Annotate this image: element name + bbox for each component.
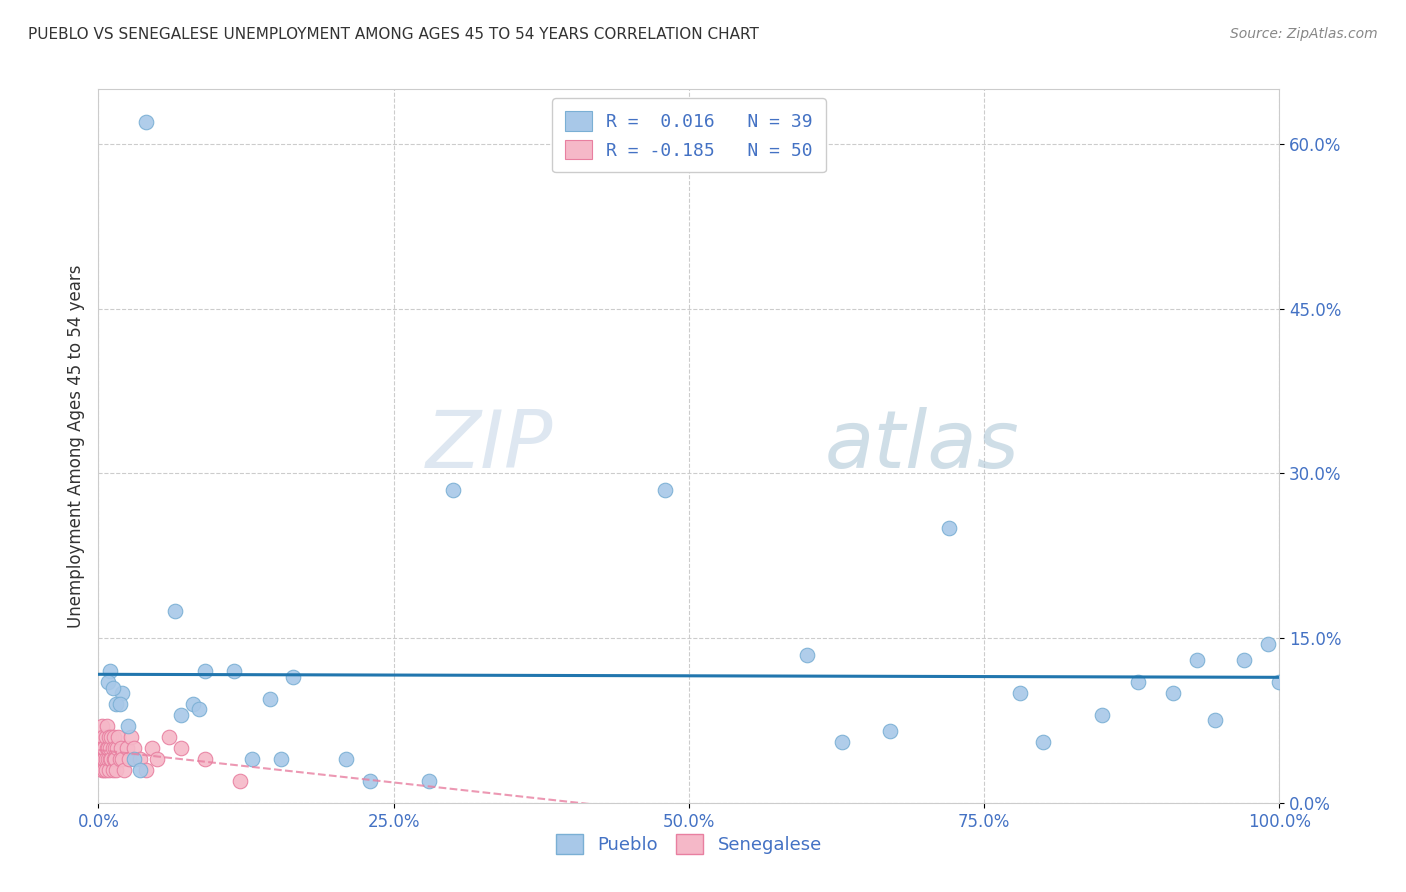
Point bbox=[108, 697, 131, 711]
Point bbox=[283, 669, 305, 683]
Point bbox=[105, 763, 128, 777]
Point bbox=[1032, 735, 1054, 749]
Point bbox=[91, 740, 114, 755]
Point bbox=[93, 763, 115, 777]
Point bbox=[229, 773, 252, 788]
Point bbox=[224, 664, 246, 678]
Point bbox=[796, 648, 818, 662]
Point bbox=[165, 604, 187, 618]
Point bbox=[115, 740, 138, 755]
Point bbox=[1204, 714, 1226, 728]
Point bbox=[135, 115, 157, 129]
Point bbox=[100, 752, 122, 766]
Point bbox=[91, 763, 114, 777]
Point bbox=[1268, 675, 1291, 690]
Point bbox=[270, 752, 292, 766]
Point bbox=[240, 752, 263, 766]
Point bbox=[157, 730, 180, 744]
Text: PUEBLO VS SENEGALESE UNEMPLOYMENT AMONG AGES 45 TO 54 YEARS CORRELATION CHART: PUEBLO VS SENEGALESE UNEMPLOYMENT AMONG … bbox=[28, 27, 759, 42]
Point bbox=[97, 740, 120, 755]
Point bbox=[117, 719, 139, 733]
Point bbox=[93, 752, 115, 766]
Point bbox=[128, 763, 150, 777]
Point bbox=[96, 719, 118, 733]
Point bbox=[335, 752, 357, 766]
Point bbox=[103, 730, 125, 744]
Point bbox=[101, 740, 124, 755]
Point bbox=[94, 752, 117, 766]
Point bbox=[122, 752, 145, 766]
Point bbox=[181, 697, 204, 711]
Text: atlas: atlas bbox=[825, 407, 1019, 485]
Point bbox=[94, 763, 117, 777]
Point bbox=[170, 708, 193, 723]
Point bbox=[97, 752, 120, 766]
Point bbox=[90, 730, 112, 744]
Point bbox=[89, 740, 111, 755]
Point bbox=[1008, 686, 1031, 700]
Point bbox=[98, 664, 121, 678]
Point bbox=[259, 691, 281, 706]
Point bbox=[135, 763, 157, 777]
Point bbox=[1185, 653, 1208, 667]
Point bbox=[1233, 653, 1256, 667]
Point bbox=[91, 740, 114, 755]
Point bbox=[98, 752, 121, 766]
Point bbox=[111, 752, 134, 766]
Point bbox=[105, 740, 128, 755]
Point bbox=[103, 752, 125, 766]
Point bbox=[101, 681, 124, 695]
Point bbox=[194, 752, 217, 766]
Point bbox=[97, 675, 120, 690]
Point bbox=[112, 763, 135, 777]
Point bbox=[93, 740, 115, 755]
Y-axis label: Unemployment Among Ages 45 to 54 years: Unemployment Among Ages 45 to 54 years bbox=[66, 264, 84, 628]
Point bbox=[91, 719, 114, 733]
Point bbox=[104, 752, 127, 766]
Point bbox=[105, 697, 128, 711]
Legend: Pueblo, Senegalese: Pueblo, Senegalese bbox=[546, 823, 832, 865]
Point bbox=[90, 752, 112, 766]
Point bbox=[98, 763, 121, 777]
Point bbox=[98, 730, 121, 744]
Point bbox=[101, 763, 124, 777]
Text: ZIP: ZIP bbox=[426, 407, 553, 485]
Point bbox=[141, 740, 163, 755]
Point bbox=[1126, 675, 1149, 690]
Point bbox=[170, 740, 193, 755]
Point bbox=[187, 702, 209, 716]
Point bbox=[122, 740, 145, 755]
Point bbox=[100, 730, 122, 744]
Point bbox=[418, 773, 440, 788]
Point bbox=[98, 740, 121, 755]
Point bbox=[94, 730, 117, 744]
Point bbox=[831, 735, 853, 749]
Point bbox=[121, 730, 143, 744]
Point bbox=[96, 740, 118, 755]
Point bbox=[110, 740, 132, 755]
Point bbox=[194, 664, 217, 678]
Point bbox=[118, 752, 141, 766]
Point bbox=[107, 730, 129, 744]
Point bbox=[91, 730, 114, 744]
Point bbox=[359, 773, 381, 788]
Point bbox=[879, 724, 901, 739]
Point bbox=[104, 740, 127, 755]
Point bbox=[111, 686, 134, 700]
Point bbox=[146, 752, 169, 766]
Point bbox=[938, 521, 960, 535]
Point bbox=[1257, 637, 1279, 651]
Point bbox=[654, 483, 676, 497]
Point bbox=[108, 752, 131, 766]
Point bbox=[1091, 708, 1114, 723]
Text: Source: ZipAtlas.com: Source: ZipAtlas.com bbox=[1230, 27, 1378, 41]
Point bbox=[91, 752, 114, 766]
Point bbox=[441, 483, 464, 497]
Point bbox=[128, 752, 150, 766]
Point bbox=[1161, 686, 1184, 700]
